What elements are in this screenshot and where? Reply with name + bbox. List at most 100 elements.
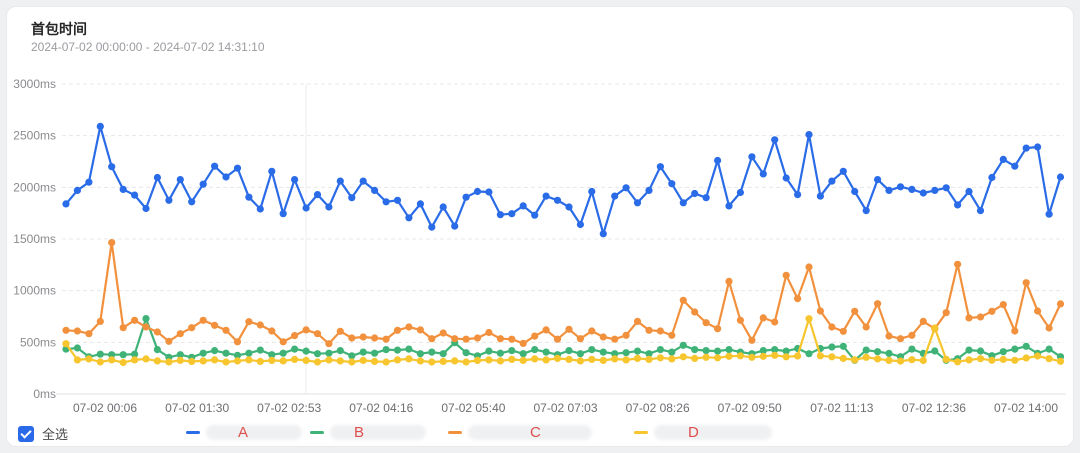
series-A-point[interactable] [451,222,459,230]
series-C-point[interactable] [839,327,847,335]
series-B-point[interactable] [245,349,253,357]
series-A-point[interactable] [119,185,127,193]
series-C-point[interactable] [896,335,905,343]
series-B-point[interactable] [348,352,356,360]
series-D-point[interactable] [885,356,893,364]
series-A-point[interactable] [359,177,367,185]
series-D-point[interactable] [131,356,139,364]
series-A-point[interactable] [268,167,276,175]
series-B-point[interactable] [679,341,687,349]
select-all-checkbox[interactable] [18,425,34,442]
series-A-point[interactable] [1011,162,1019,170]
series-C-point[interactable] [622,331,630,339]
series-C-point[interactable] [211,321,219,329]
series-C-point[interactable] [176,330,184,338]
series-D-point[interactable] [771,351,779,359]
series-D-point[interactable] [519,356,527,364]
series-C-point[interactable] [542,326,550,334]
series-D-point[interactable] [302,356,310,364]
series-A-point[interactable] [165,196,173,204]
series-C-point[interactable] [782,271,790,279]
series-D-point[interactable] [988,356,996,364]
series-D-point[interactable] [794,352,802,360]
series-C-point[interactable] [862,323,870,331]
series-A-point[interactable] [153,173,161,182]
series-C-point[interactable] [153,328,161,336]
series-D-point[interactable] [393,356,402,364]
series-A-point[interactable] [736,188,745,197]
series-C-point[interactable] [976,313,985,321]
series-D-point[interactable] [759,352,767,360]
series-C-point[interactable] [73,327,81,335]
series-B-point[interactable] [702,347,710,355]
series-C-point[interactable] [645,326,653,334]
series-C-point[interactable] [1045,324,1053,332]
series-B-point[interactable] [691,346,699,354]
series-C-point[interactable] [473,334,482,342]
select-all-row[interactable]: 全选 [18,424,68,443]
series-B-point[interactable] [382,346,390,354]
series-C-point[interactable] [1034,307,1042,315]
series-A-point[interactable] [919,189,927,197]
series-C-point[interactable] [576,335,585,343]
series-D-point[interactable] [359,356,367,364]
series-D-point[interactable] [85,355,93,363]
series-C-point[interactable] [599,333,607,341]
series-D-point[interactable] [1045,355,1053,363]
series-D-point[interactable] [199,357,207,365]
series-B-point[interactable] [908,345,916,353]
series-D-point[interactable] [313,358,322,366]
series-D-point[interactable] [633,354,642,362]
series-B-point[interactable] [359,348,367,356]
series-C-point[interactable] [348,334,356,342]
series-B-point[interactable] [519,350,527,358]
series-D-point[interactable] [1011,356,1019,364]
series-A-point[interactable] [96,122,104,130]
series-C-point[interactable] [199,316,207,324]
series-C-point[interactable] [233,338,242,346]
series-B-point[interactable] [645,350,653,358]
series-B-point[interactable] [976,347,985,355]
series-D[interactable] [62,315,1065,367]
series-C-point[interactable] [382,335,390,343]
series-B-point[interactable] [222,349,230,357]
series-B-point[interactable] [782,347,790,355]
series-D-point[interactable] [496,357,504,365]
series-A-point[interactable] [611,192,619,200]
series-C-point[interactable] [371,334,379,342]
series-B-point[interactable] [256,346,264,354]
series-C-point[interactable] [291,332,299,340]
series-B-point[interactable] [599,348,607,356]
series-A-point[interactable] [199,180,207,188]
series-C-point[interactable] [691,308,699,316]
series-A-point[interactable] [393,196,402,204]
series-A-point[interactable] [1045,210,1053,218]
series-A-point[interactable] [999,155,1007,163]
series-D-point[interactable] [976,355,985,363]
series-A-point[interactable] [748,153,756,161]
series-B-point[interactable] [1011,345,1019,353]
series-A-point[interactable] [428,223,436,231]
series-B-point[interactable] [668,348,676,356]
series-D-point[interactable] [553,354,562,362]
series-A-point[interactable] [851,187,859,196]
series-D-point[interactable] [405,355,413,363]
series-D-point[interactable] [531,355,539,363]
series-C-point[interactable] [428,335,436,343]
series-D-point[interactable] [325,356,333,364]
series-A-point[interactable] [942,184,950,192]
series-C-point[interactable] [954,260,962,268]
series-D-point[interactable] [725,352,733,360]
series-D-point[interactable] [62,340,70,348]
series-A-point[interactable] [805,131,813,139]
series-D-point[interactable] [702,353,710,361]
series-A-point[interactable] [313,191,322,199]
series-B-point[interactable] [96,350,104,358]
series-A-point[interactable] [348,194,356,202]
series-B-point[interactable] [313,350,322,358]
series-A-point[interactable] [862,207,870,215]
series-B-point[interactable] [611,350,619,358]
series-D-point[interactable] [222,358,230,366]
series-D-point[interactable] [588,355,596,363]
